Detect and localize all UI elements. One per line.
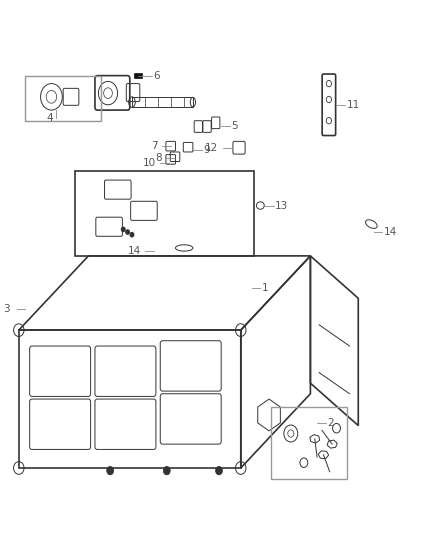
Text: 2: 2 bbox=[327, 418, 334, 428]
Circle shape bbox=[130, 232, 134, 237]
Text: 6: 6 bbox=[153, 70, 159, 80]
Text: 11: 11 bbox=[346, 100, 360, 110]
Circle shape bbox=[126, 230, 129, 234]
Text: 1: 1 bbox=[261, 282, 268, 293]
Text: 5: 5 bbox=[231, 121, 238, 131]
Text: 12: 12 bbox=[205, 143, 218, 153]
Text: 14: 14 bbox=[127, 246, 141, 256]
Text: 14: 14 bbox=[384, 227, 397, 237]
Text: 3: 3 bbox=[4, 304, 10, 314]
Text: 4: 4 bbox=[46, 113, 53, 123]
Circle shape bbox=[215, 466, 223, 475]
Circle shape bbox=[163, 466, 170, 475]
Text: 13: 13 bbox=[275, 200, 288, 211]
Bar bbox=[134, 73, 142, 78]
Text: 10: 10 bbox=[143, 158, 156, 168]
Circle shape bbox=[121, 227, 125, 231]
Text: 7: 7 bbox=[152, 141, 158, 151]
Text: 8: 8 bbox=[155, 153, 162, 163]
Text: 9: 9 bbox=[203, 145, 209, 155]
Circle shape bbox=[107, 466, 114, 475]
